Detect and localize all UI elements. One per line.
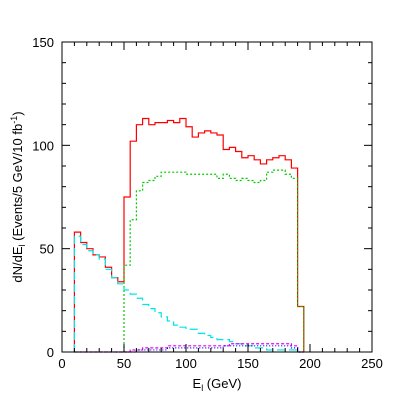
x-axis-label-main: E (193, 376, 202, 391)
plot-frame (61, 41, 373, 353)
y-axis-label: dN/dEl (Events/5 GeV/10 fb-1) (9, 111, 27, 282)
x-tick-label: 250 (361, 356, 383, 371)
series-line-2 (123, 169, 305, 352)
y-tick-label: 0 (47, 345, 54, 360)
x-tick-label: 100 (175, 356, 197, 371)
x-tick-label: 0 (58, 356, 65, 371)
x-tick-label: 200 (299, 356, 321, 371)
x-tick-label: 150 (237, 356, 259, 371)
series-line-5 (74, 345, 304, 353)
series-line-1 (73, 117, 305, 352)
x-axis-label: El (GeV) (193, 376, 242, 393)
y-tick-label: 150 (32, 35, 54, 50)
y-axis-label-main: dN/dE (10, 246, 25, 282)
series-layer (73, 117, 305, 353)
y-axis-label-rest: (Events/5 GeV/10 fb (10, 124, 25, 245)
series-line-3 (73, 235, 304, 353)
y-tick-label: 100 (32, 138, 54, 153)
y-axis-label-close: ) (10, 111, 25, 115)
y-axis-label-sup: -1 (9, 116, 19, 124)
x-axis-label-sub: l (201, 383, 203, 393)
y-tick-label: 50 (40, 242, 54, 257)
x-tick-label: 50 (117, 356, 131, 371)
ticks-layer (61, 41, 373, 353)
x-axis-label-unit: (GeV) (203, 376, 241, 391)
y-axis-label-sub: l (17, 244, 27, 246)
tick-label-layer: 0 50 100 150 200 250 0 50 100 150 (32, 35, 383, 371)
series-line-4 (74, 343, 304, 353)
